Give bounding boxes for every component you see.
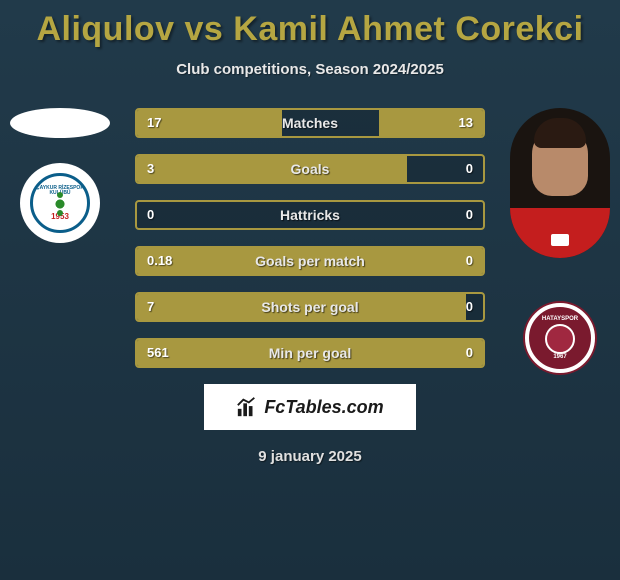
stats-table: 1713Matches 30Goals 00Hattricks 0.180Goals … <box>135 108 485 368</box>
player-left-avatar <box>10 108 110 138</box>
club-right-logo-text: HATAYSPOR <box>542 316 578 322</box>
stat-row: 0.180Goals per match <box>135 246 485 276</box>
stat-label: Min per goal <box>137 340 483 366</box>
jersey-badge-icon <box>551 234 569 246</box>
stat-label: Shots per goal <box>137 294 483 320</box>
club-left-logo-inner: ÇAYKUR RİZESPOR KULÜBÜ 1953 <box>30 173 90 233</box>
stat-row: 70Shots per goal <box>135 292 485 322</box>
stat-label: Hattricks <box>137 202 483 228</box>
comparison-content: ÇAYKUR RİZESPOR KULÜBÜ 1953 HATAYSPOR 19… <box>0 108 620 465</box>
subtitle: Club competitions, Season 2024/2025 <box>0 61 620 78</box>
footer-date: 9 january 2025 <box>0 448 620 465</box>
brand-text: FcTables.com <box>264 397 383 418</box>
stat-row: 5610Min per goal <box>135 338 485 368</box>
stat-label: Goals <box>137 156 483 182</box>
stat-row: 00Hattricks <box>135 200 485 230</box>
club-right-logo-year: 1967 <box>553 354 566 360</box>
stat-label: Goals per match <box>137 248 483 274</box>
stat-label: Matches <box>137 110 483 136</box>
stat-row: 1713Matches <box>135 108 485 138</box>
player-right-avatar <box>510 108 610 258</box>
club-right-logo-inner <box>545 324 575 354</box>
club-right-logo: HATAYSPOR 1967 <box>520 298 600 378</box>
stat-row: 30Goals <box>135 154 485 184</box>
club-left-logo: ÇAYKUR RİZESPOR KULÜBÜ 1953 <box>20 163 100 243</box>
page-title: Aliqulov vs Kamil Ahmet Corekci <box>0 0 620 49</box>
tea-leaf-icon <box>52 196 68 212</box>
chart-icon <box>236 396 258 418</box>
player-right-jersey <box>510 208 610 258</box>
brand-footer: FcTables.com <box>204 384 416 430</box>
player-right-face <box>532 126 588 196</box>
club-right-shield: HATAYSPOR 1967 <box>525 303 595 373</box>
player-right-hair <box>534 118 586 148</box>
